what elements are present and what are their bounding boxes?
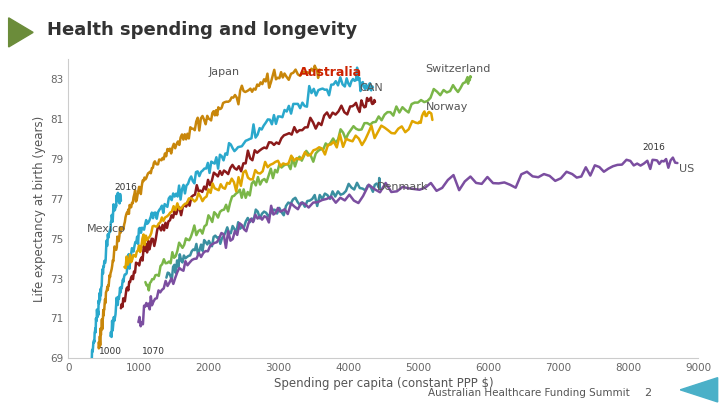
- Text: CAN: CAN: [359, 83, 382, 93]
- Text: Australia: Australia: [300, 66, 363, 79]
- Text: Mexico: Mexico: [87, 224, 126, 234]
- Text: 2016: 2016: [114, 183, 138, 192]
- Text: US: US: [679, 164, 694, 174]
- Polygon shape: [680, 377, 718, 402]
- Text: 2: 2: [644, 388, 652, 398]
- Polygon shape: [9, 18, 33, 47]
- Text: 2016: 2016: [642, 143, 665, 152]
- Text: Health spending and longevity: Health spending and longevity: [47, 21, 357, 39]
- Text: Japan: Japan: [208, 67, 240, 77]
- Text: Australian Healthcare Funding Summit: Australian Healthcare Funding Summit: [428, 388, 630, 398]
- X-axis label: Spending per capita (constant PPP $): Spending per capita (constant PPP $): [274, 377, 493, 390]
- Y-axis label: Life expectancy at birth (years): Life expectancy at birth (years): [33, 115, 46, 302]
- Text: 1070: 1070: [142, 347, 165, 356]
- Text: Switzerland: Switzerland: [426, 64, 491, 74]
- Text: Norway: Norway: [426, 102, 468, 112]
- Text: 1000: 1000: [99, 347, 122, 356]
- Text: Denmark: Denmark: [377, 181, 428, 192]
